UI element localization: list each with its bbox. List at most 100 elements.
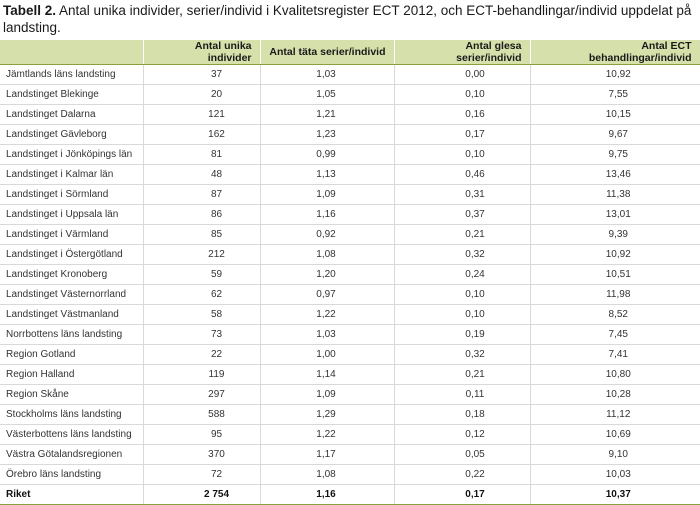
table-row: Västra Götalandsregionen 370 1,17 0,05 9,10	[0, 444, 700, 465]
value-cell: 11,12	[530, 404, 700, 425]
table-row: Landstinget i Jönköpings län 81 0,99 0,10 9,…	[0, 144, 700, 165]
region-name-cell: Region Gotland	[0, 344, 144, 365]
region-name-cell: Landstinget i Kalmar län	[0, 164, 144, 185]
value-cell: 0,21	[394, 224, 531, 245]
value-cell: 9,39	[530, 224, 700, 245]
value-cell: 95	[143, 424, 261, 445]
region-name-cell: Region Halland	[0, 364, 144, 385]
value-cell: 0,24	[394, 264, 531, 285]
total-row: Riket 2 754 1,16 0,17 10,37	[0, 484, 700, 505]
value-cell: 7,41	[530, 344, 700, 365]
table-row: Landstinget i Värmland 85 0,92 0,21 9,39	[0, 224, 700, 245]
region-name-cell: Västra Götalandsregionen	[0, 444, 144, 465]
value-cell: 10,28	[530, 384, 700, 405]
value-cell: 9,75	[530, 144, 700, 165]
value-cell: 1,13	[260, 164, 395, 185]
value-cell: 13,01	[530, 204, 700, 225]
value-cell: 8,52	[530, 304, 700, 325]
value-cell: 0,22	[394, 464, 531, 485]
value-cell: 1,29	[260, 404, 395, 425]
region-name-cell: Landstinget i Jönköpings län	[0, 144, 144, 165]
value-cell: 121	[143, 104, 261, 125]
value-cell: 212	[143, 244, 261, 265]
value-cell: 297	[143, 384, 261, 405]
value-cell: 1,20	[260, 264, 395, 285]
value-cell: 0,21	[394, 364, 531, 385]
table-row: Landstinget i Uppsala län 86 1,16 0,37 13,01	[0, 204, 700, 225]
table-row: Landstinget Gävleborg 162 1,23 0,17 9,67	[0, 124, 700, 145]
table-row: Örebro läns landsting 72 1,08 0,22 10,03	[0, 464, 700, 485]
column-header: Antal ECT behandlingar/individ	[530, 40, 700, 65]
value-cell: 10,92	[530, 64, 700, 85]
value-cell: 1,08	[260, 464, 395, 485]
value-cell: 10,80	[530, 364, 700, 385]
value-cell: 72	[143, 464, 261, 485]
value-cell: 0,99	[260, 144, 395, 165]
table-row: Jämtlands läns landsting 37 1,03 0,00 10,92	[0, 64, 700, 85]
table-row: Region Gotland 22 1,00 0,32 7,41	[0, 344, 700, 365]
value-cell: 86	[143, 204, 261, 225]
value-cell: 7,55	[530, 84, 700, 105]
table-row: Region Halland 119 1,14 0,21 10,80	[0, 364, 700, 385]
value-cell: 37	[143, 64, 261, 85]
value-cell: 10,92	[530, 244, 700, 265]
value-cell: 0,00	[394, 64, 531, 85]
value-cell: 11,98	[530, 284, 700, 305]
value-cell: 0,17	[394, 124, 531, 145]
value-cell: 0,32	[394, 244, 531, 265]
value-cell: 10,37	[530, 484, 700, 505]
value-cell: 22	[143, 344, 261, 365]
value-cell: 87	[143, 184, 261, 205]
value-cell: 9,10	[530, 444, 700, 465]
value-cell: 58	[143, 304, 261, 325]
region-name-cell: Landstinget Västmanland	[0, 304, 144, 325]
value-cell: 0,10	[394, 84, 531, 105]
table-body: Jämtlands läns landsting 37 1,03 0,00 10,92 L…	[0, 64, 700, 505]
value-cell: 0,31	[394, 184, 531, 205]
table-row: Landstinget i Kalmar län 48 1,13 0,46 13,46	[0, 164, 700, 185]
value-cell: 10,51	[530, 264, 700, 285]
value-cell: 1,16	[260, 484, 395, 505]
value-cell: 162	[143, 124, 261, 145]
value-cell: 0,16	[394, 104, 531, 125]
value-cell: 0,19	[394, 324, 531, 345]
column-header: Antal glesa serier/individ	[394, 40, 531, 65]
table-row: Landstinget Västernorrland 62 0,97 0,10 11,9…	[0, 284, 700, 305]
value-cell: 2 754	[143, 484, 261, 505]
value-cell: 0,10	[394, 144, 531, 165]
value-cell: 370	[143, 444, 261, 465]
caption-text: Antal unika individer, serier/individ i …	[3, 3, 692, 35]
table-row: Landstinget Västmanland 58 1,22 0,10 8,52	[0, 304, 700, 325]
column-header: Antal täta serier/individ	[260, 40, 395, 65]
table-row: Landstinget i Sörmland 87 1,09 0,31 11,38	[0, 184, 700, 205]
table-row: Landstinget Dalarna 121 1,21 0,16 10,15	[0, 104, 700, 125]
value-cell: 1,09	[260, 384, 395, 405]
value-cell: 9,67	[530, 124, 700, 145]
value-cell: 1,08	[260, 244, 395, 265]
column-header	[0, 40, 144, 65]
value-cell: 10,15	[530, 104, 700, 125]
table-row: Region Skåne 297 1,09 0,11 10,28	[0, 384, 700, 405]
value-cell: 1,21	[260, 104, 395, 125]
value-cell: 1,00	[260, 344, 395, 365]
value-cell: 0,92	[260, 224, 395, 245]
region-name-cell: Örebro läns landsting	[0, 464, 144, 485]
value-cell: 1,14	[260, 364, 395, 385]
table-row: Landstinget Blekinge 20 1,05 0,10 7,55	[0, 84, 700, 105]
region-name-cell: Riket	[0, 484, 144, 505]
region-name-cell: Västerbottens läns landsting	[0, 424, 144, 445]
region-name-cell: Landstinget i Östergötland	[0, 244, 144, 265]
value-cell: 0,11	[394, 384, 531, 405]
region-name-cell: Landstinget Dalarna	[0, 104, 144, 125]
table-row: Landstinget i Östergötland 212 1,08 0,32 10,…	[0, 244, 700, 265]
value-cell: 1,05	[260, 84, 395, 105]
value-cell: 20	[143, 84, 261, 105]
value-cell: 0,97	[260, 284, 395, 305]
column-header: Antal unika individer	[143, 40, 261, 65]
region-name-cell: Jämtlands läns landsting	[0, 64, 144, 85]
data-table: Antal unika individer Antal täta serier/i…	[0, 40, 700, 505]
table-row: Norrbottens läns landsting 73 1,03 0,19 7,45	[0, 324, 700, 345]
value-cell: 73	[143, 324, 261, 345]
region-name-cell: Landstinget i Sörmland	[0, 184, 144, 205]
value-cell: 1,16	[260, 204, 395, 225]
